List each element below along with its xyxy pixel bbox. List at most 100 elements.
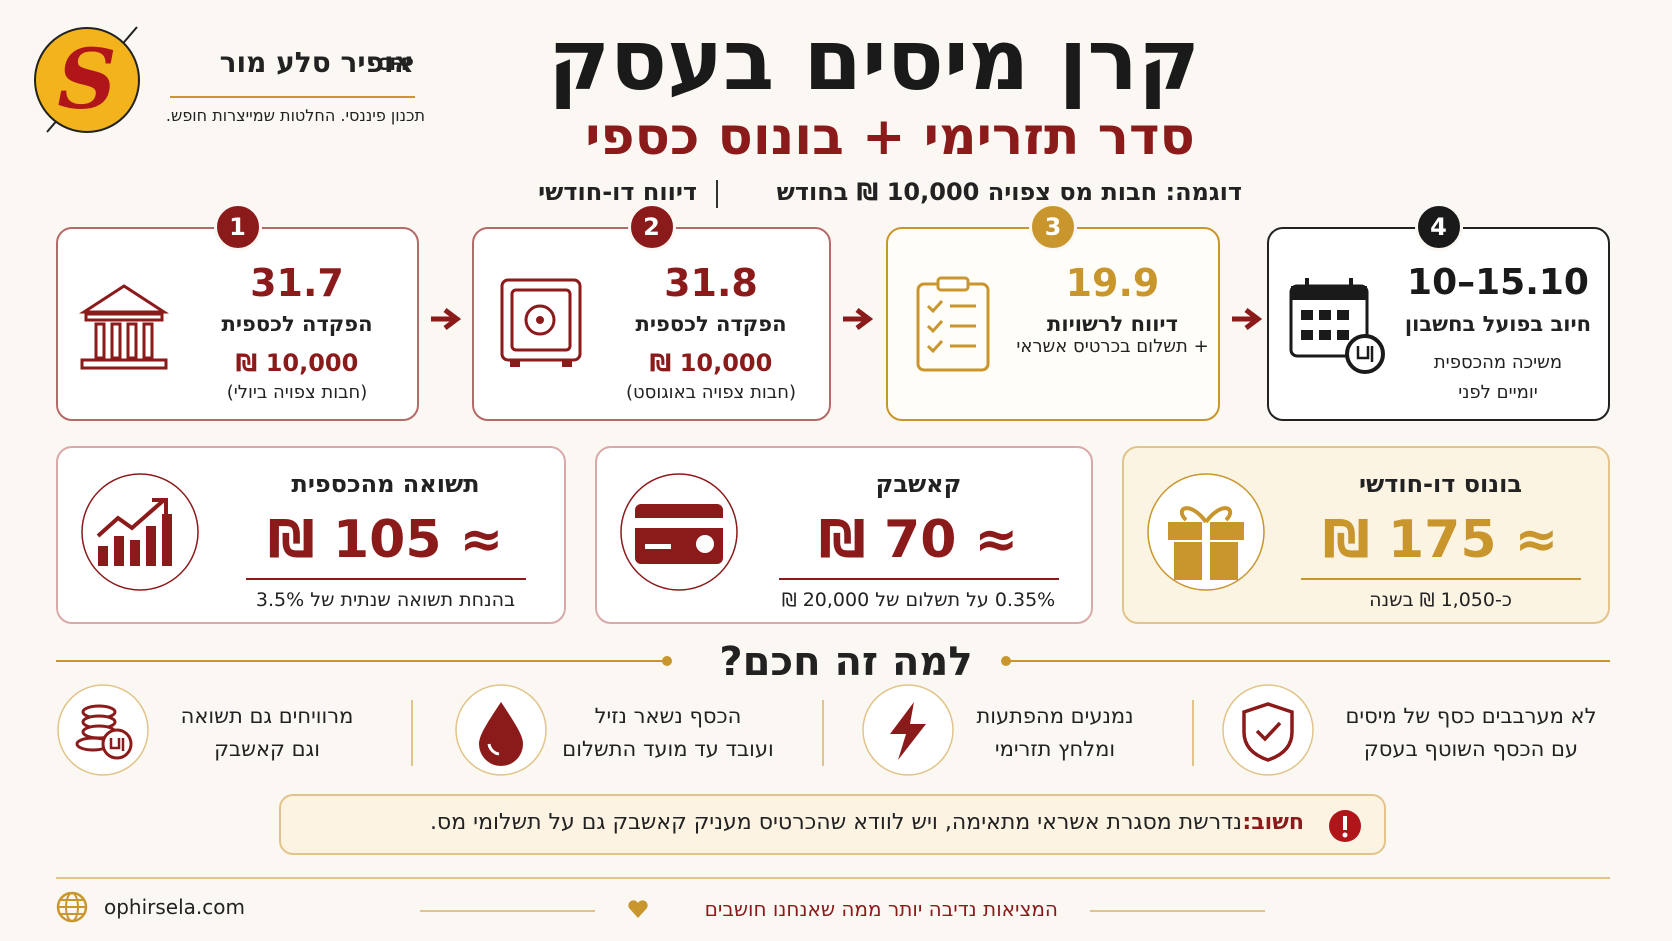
step-number-text: 2 bbox=[643, 213, 660, 241]
notice-icon bbox=[1329, 810, 1361, 842]
notice-label: חשוב: bbox=[1242, 810, 1304, 835]
website: ophirsela.com bbox=[104, 895, 245, 919]
step-number: 3 bbox=[1029, 203, 1077, 251]
icon-part bbox=[662, 656, 672, 666]
step-number-text: 3 bbox=[1044, 213, 1062, 241]
benefit-icon bbox=[1168, 506, 1244, 580]
icon-part bbox=[562, 360, 572, 367]
icon-part bbox=[635, 518, 723, 528]
icon-part bbox=[34, 27, 140, 133]
icon-part bbox=[109, 738, 125, 751]
notice-text: נדרשת מסגרת אשראי מתאימה, ויש לוודא שהכר… bbox=[429, 810, 1242, 835]
icon-part bbox=[1301, 330, 1313, 340]
icon-part bbox=[1179, 506, 1233, 524]
icon-part bbox=[94, 322, 106, 360]
icon-part bbox=[524, 304, 556, 336]
step-label: הפקדה לכספית bbox=[635, 312, 787, 336]
icon-part bbox=[142, 322, 154, 360]
icon-part bbox=[1337, 330, 1349, 340]
benefit-note: כ-1,050 ₪ בשנה bbox=[1369, 589, 1512, 611]
icon-part bbox=[536, 316, 544, 324]
logo-letter: S bbox=[57, 32, 117, 128]
author-name: אופיר סלע מור bbox=[219, 46, 414, 79]
benefit-card: תשואה מהכספית ≈ 105 ₪ בהנחת תשואה שנתית של… bbox=[56, 446, 566, 624]
arrow bbox=[1232, 308, 1263, 330]
icon-part bbox=[1291, 286, 1367, 300]
benefit-value: ≈ 175 ₪ bbox=[1322, 510, 1559, 570]
step-number-text: 1 bbox=[229, 213, 246, 241]
icon-part bbox=[152, 498, 168, 514]
benefit-icon bbox=[96, 498, 172, 566]
step-detail: + תשלום בכרטיס אשראי bbox=[1016, 336, 1209, 357]
icon-part bbox=[696, 535, 714, 553]
benefit-card: בונוס דו-חודשי ≈ 175 ₪ כ-1,050 ₪ בשנה bbox=[1122, 446, 1610, 624]
icon-part bbox=[1319, 310, 1331, 320]
step-number: 2 bbox=[627, 203, 676, 251]
title: קרן מיסים בעסק bbox=[548, 11, 1200, 109]
step-label: הפקדה לכספית bbox=[221, 312, 373, 336]
icon-part bbox=[628, 900, 648, 918]
why-icon-circle bbox=[1222, 684, 1314, 776]
step-date: 19.9 bbox=[1065, 261, 1160, 305]
icon-part bbox=[890, 702, 926, 760]
icon-part bbox=[1319, 330, 1331, 340]
tagline: תכנון פיננסי. החלטות שמייצרות חופש. bbox=[165, 106, 425, 125]
separator bbox=[716, 180, 718, 208]
icon-part bbox=[101, 728, 133, 760]
icon-part bbox=[1337, 310, 1349, 320]
globe-icon bbox=[56, 891, 88, 923]
benefit-icon bbox=[635, 504, 723, 564]
icon-part bbox=[110, 322, 122, 360]
step-date: 31.7 bbox=[250, 261, 344, 305]
icon-part bbox=[431, 308, 462, 330]
step-number: 1 bbox=[213, 203, 262, 251]
why-text: עם הכסף השוטף בעסק bbox=[1363, 737, 1579, 761]
step-detail: 10,000 ₪ bbox=[649, 349, 773, 377]
icon-part bbox=[1343, 816, 1347, 830]
icon-part bbox=[84, 312, 164, 322]
heart-icon bbox=[628, 900, 648, 918]
benefit-note: בהנחת תשואה שנתית של 3.5% bbox=[255, 589, 516, 611]
icon-part bbox=[1202, 522, 1210, 580]
step-detail: (חבות צפויה ביולי) bbox=[226, 382, 368, 403]
step-card: 10–15.10 חיוב בפועל בחשבון משיכה מהכספית יו… bbox=[1267, 227, 1610, 421]
logo bbox=[34, 26, 140, 133]
benefit-card: קאשבק ≈ 70 ₪ 0.35% על תשלום של 20,000 ₪ bbox=[595, 446, 1093, 624]
icon-part bbox=[78, 284, 170, 314]
benefit-note: 0.35% על תשלום של 20,000 ₪ bbox=[781, 589, 1056, 611]
icon-part bbox=[1356, 346, 1374, 362]
icon-part bbox=[487, 743, 500, 756]
benefit-value: ≈ 70 ₪ bbox=[818, 510, 1019, 570]
why-text: מרוויחים גם תשואה bbox=[180, 704, 354, 728]
credential: CFP bbox=[377, 55, 414, 75]
step-detail: יומיים לפני bbox=[1458, 382, 1538, 403]
why-line bbox=[56, 660, 668, 662]
icon-part bbox=[146, 526, 156, 566]
icon-part bbox=[510, 360, 520, 367]
step-detail: (חבות צפויה באוגוסט) bbox=[625, 382, 796, 403]
icon-part bbox=[98, 546, 108, 566]
step-number: 4 bbox=[1414, 203, 1463, 251]
benefit-divider bbox=[778, 578, 1059, 580]
why-icon bbox=[890, 702, 926, 760]
step-date: 31.8 bbox=[664, 261, 758, 305]
benefit-divider bbox=[245, 578, 526, 580]
step-label: דיווח לרשויות bbox=[1047, 312, 1178, 336]
step-icon bbox=[500, 278, 582, 367]
icon-part bbox=[1232, 308, 1263, 330]
icon-part bbox=[936, 276, 970, 292]
step-icon bbox=[916, 276, 990, 372]
step-detail: משיכה מהכספית bbox=[1433, 352, 1563, 373]
icon-part bbox=[843, 308, 874, 330]
icon-part bbox=[126, 322, 138, 360]
why-dot bbox=[662, 656, 672, 666]
step-date: 10–15.10 bbox=[1407, 262, 1589, 303]
why-text: הכסף נשאר נזיל bbox=[594, 704, 742, 728]
benefit-title: בונוס דו-חודשי bbox=[1358, 470, 1523, 498]
icon-part bbox=[1301, 310, 1313, 320]
footer-line bbox=[420, 910, 595, 912]
why-text: נמנעים מהפתעות bbox=[976, 704, 1134, 728]
icon-part bbox=[1001, 656, 1011, 666]
icon-part bbox=[926, 299, 944, 314]
